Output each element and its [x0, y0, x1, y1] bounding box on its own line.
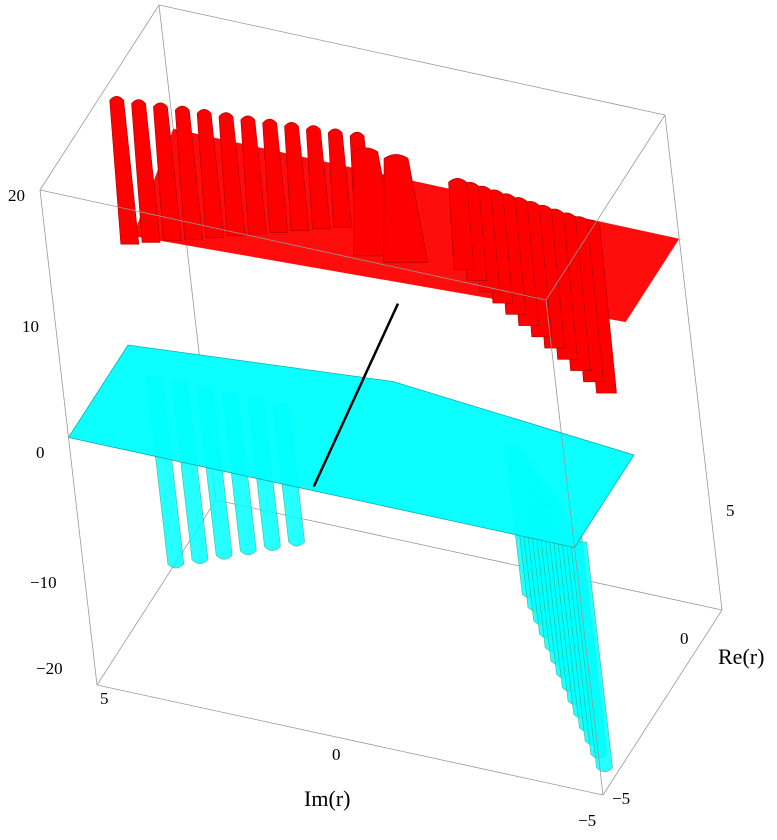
box-edge [545, 114, 666, 301]
z-tick-minus20: −20 [36, 659, 63, 678]
box-edge [39, 189, 547, 301]
y-tick-5: 5 [726, 501, 735, 520]
bounding-box-front [39, 114, 723, 796]
box-edge [96, 684, 604, 796]
red-spike [196, 109, 225, 238]
box-edge [39, 189, 98, 686]
z-tick-10: 10 [22, 317, 39, 336]
z-tick-0: 0 [36, 443, 45, 462]
red-spike [174, 105, 203, 240]
z-tick-minus10: −10 [30, 573, 57, 592]
box-edge [545, 299, 604, 796]
cyan-spike [570, 541, 613, 773]
y-axis-label: Re(r) [718, 644, 764, 669]
red-spike [131, 99, 161, 243]
x-tick-0: 0 [332, 745, 341, 764]
red-spike [383, 154, 429, 263]
red-spike [284, 122, 310, 231]
box-edge [664, 114, 723, 611]
red-spike [153, 102, 182, 242]
box-edge [158, 4, 666, 116]
y-tick-0: 0 [680, 629, 689, 648]
red-spike [306, 125, 331, 230]
red-spike [327, 128, 352, 228]
red-spike [262, 118, 289, 233]
red-spike [109, 96, 140, 245]
red-spike [448, 178, 475, 270]
cyan-plane [67, 344, 635, 548]
red-spike [218, 112, 246, 236]
box-edge [39, 4, 160, 191]
x-axis-label: Im(r) [304, 786, 350, 811]
x-tick-5: 5 [100, 689, 109, 708]
red-spike [240, 115, 267, 235]
axis-ticks: 20 10 0 −10 −20 5 0 −5 5 0 −5 [8, 186, 735, 830]
branch-cut-line [312, 303, 400, 488]
box-edge [602, 609, 723, 796]
y-tick-minus5: −5 [612, 789, 630, 808]
x-tick-minus5: −5 [578, 811, 596, 830]
surface [67, 96, 680, 773]
z-tick-20: 20 [8, 186, 25, 205]
